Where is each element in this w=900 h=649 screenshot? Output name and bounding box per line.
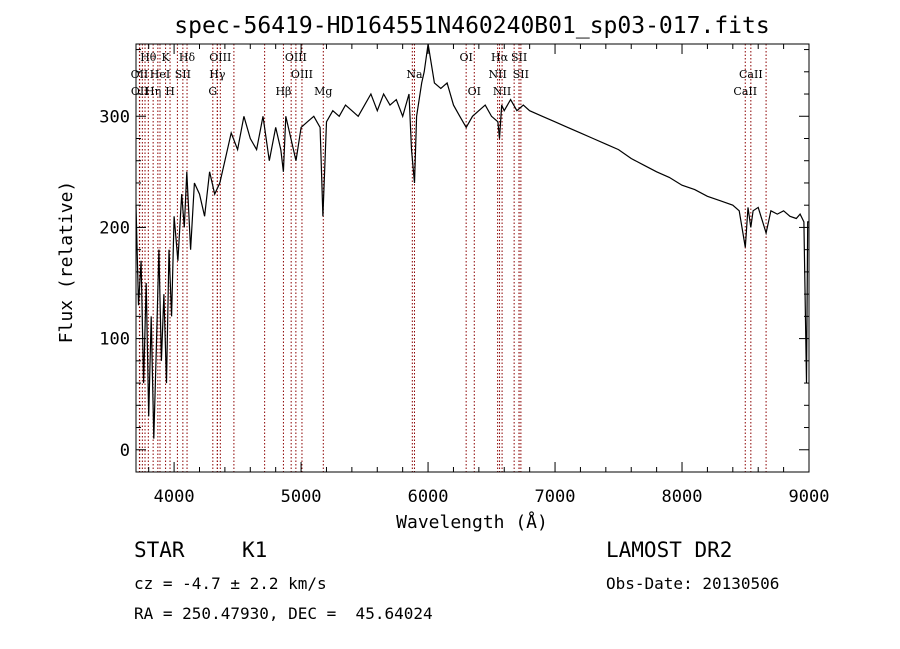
line-label: H <box>165 85 175 98</box>
x-tick-label: 5000 <box>281 487 322 507</box>
x-tick-label: 7000 <box>535 487 576 507</box>
spectrum-line <box>135 43 809 439</box>
x-tick-label: 8000 <box>662 487 703 507</box>
object-type: STAR <box>134 538 185 562</box>
line-label: Hη <box>145 85 161 98</box>
line-label: OIII <box>285 51 307 64</box>
redshift-readout: cz = -4.7 ± 2.2 km/s <box>134 574 327 593</box>
line-label: OII <box>131 68 149 81</box>
plot-frame <box>135 43 810 473</box>
y-tick-label: 300 <box>99 107 130 127</box>
line-label: OI <box>459 51 472 64</box>
line-label: Na <box>406 68 423 81</box>
line-label: NII <box>488 68 506 81</box>
line-label: Hδ <box>179 51 196 64</box>
line-label: CaII <box>739 68 763 81</box>
data-release: LAMOST DR2 <box>606 538 733 562</box>
object-subclass: K1 <box>242 538 268 562</box>
line-label: OII <box>131 85 149 98</box>
line-label: K <box>161 51 170 64</box>
spectrum-series <box>135 43 809 439</box>
line-label: Hγ <box>209 68 226 81</box>
x-tick-label: 4000 <box>154 487 195 507</box>
x-axis-label: Wavelength (Å) <box>396 511 548 533</box>
y-tick-label: 100 <box>99 330 130 350</box>
x-tick-label: 6000 <box>408 487 449 507</box>
line-label: G <box>208 85 217 98</box>
chart-title: spec-56419-HD164551N460240B01_sp03-017.f… <box>174 13 769 39</box>
spectrum-chart: spec-56419-HD164551N460240B01_sp03-017.f… <box>56 13 829 533</box>
y-axis-label: Flux (relative) <box>56 181 77 344</box>
line-label: OIII <box>209 51 231 64</box>
line-label: SII <box>511 51 527 64</box>
line-label: Hβ <box>275 85 291 98</box>
line-label: OI <box>468 85 481 98</box>
line-markers <box>138 44 767 472</box>
y-tick-label: 200 <box>99 218 130 238</box>
x-tick-label: 9000 <box>789 487 830 507</box>
line-label: Mg <box>314 85 332 98</box>
line-label: NII <box>493 85 511 98</box>
line-label: HeI <box>150 68 170 81</box>
line-label: OIII <box>291 68 313 81</box>
line-label: SII <box>513 68 529 81</box>
line-label: SII <box>175 68 191 81</box>
sky-coordinates: RA = 250.47930, DEC = 45.64024 <box>134 604 433 623</box>
line-label: Hα <box>491 51 509 64</box>
observation-date: Obs-Date: 20130506 <box>606 574 780 593</box>
axis-ticks: 4000 5000 6000 7000 8000 9000 0 100 200 300 <box>99 44 829 507</box>
line-label: CaII <box>733 85 757 98</box>
line-label: Hθ <box>140 51 157 64</box>
y-tick-label: 0 <box>120 441 130 461</box>
